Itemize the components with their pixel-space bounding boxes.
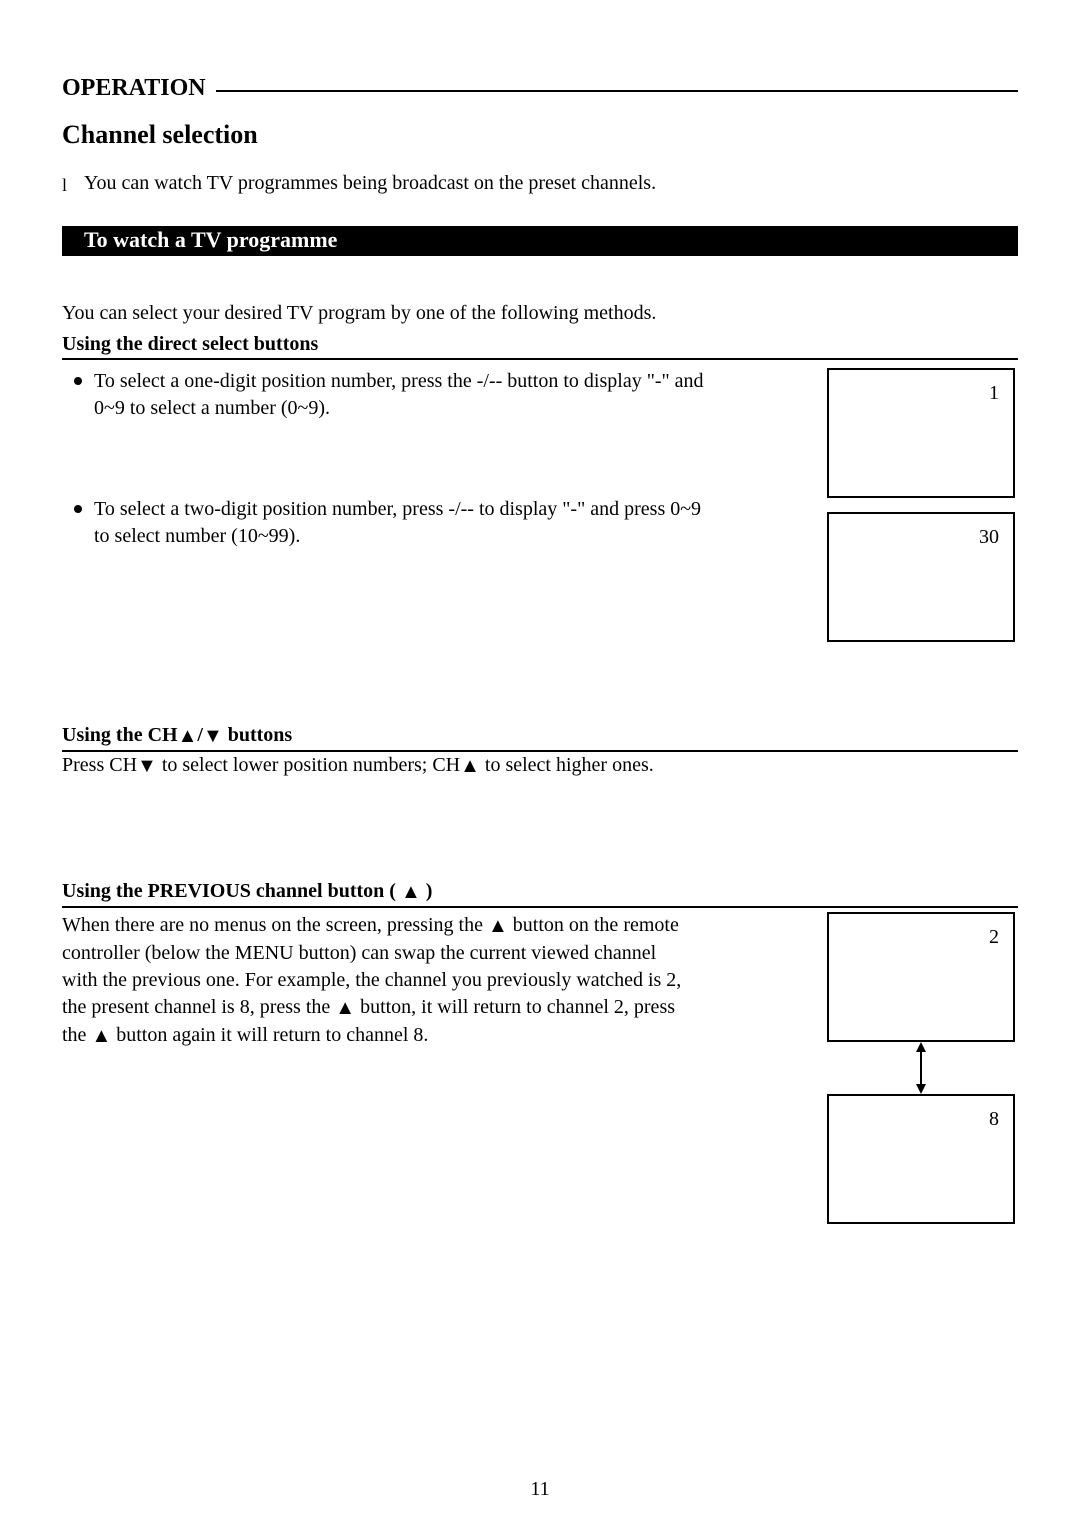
direct-bullet-2-text: To select a two-digit position number, p…: [94, 496, 714, 550]
intro-ordinal: l: [62, 172, 76, 198]
tv-screen-30: 30: [827, 512, 1015, 642]
bullet-icon: [74, 505, 82, 513]
tv-screen-1: 1: [827, 368, 1015, 498]
previous-text: When there are no menus on the screen, p…: [62, 912, 692, 1050]
direct-rule: [62, 358, 1018, 360]
ch-heading-post: buttons: [223, 724, 292, 746]
previous-heading-pre: Using the PREVIOUS channel button (: [62, 880, 401, 902]
section-header-label: OPERATION: [62, 75, 206, 102]
triangle-down-icon: ▼: [203, 725, 223, 748]
previous-screens-col: 2 8: [824, 912, 1018, 1224]
tv-screen-2: 2: [827, 912, 1015, 1042]
previous-block: Using the PREVIOUS channel button ( ▲ ) …: [62, 880, 1018, 1224]
tv-stack: 2 8: [827, 912, 1015, 1224]
triangle-up-icon: ▲: [488, 913, 508, 940]
triangle-up-icon: ▲: [401, 881, 421, 904]
tv-screen-1-num: 1: [989, 382, 999, 405]
tv-screen-30-num: 30: [979, 526, 999, 549]
triangle-up-icon: ▲: [460, 753, 480, 780]
page-number: 11: [0, 1478, 1080, 1501]
direct-bullet-2: To select a two-digit position number, p…: [62, 496, 800, 550]
direct-bullet-1: To select a one-digit position number, p…: [62, 368, 800, 422]
method-intro: You can select your desired TV program b…: [62, 300, 1018, 327]
direct-screens-col: 1 30: [824, 368, 1018, 642]
ch-text-pre: Press CH: [62, 754, 137, 776]
section-header: OPERATION: [62, 75, 1018, 102]
ch-text-post: to select higher ones.: [480, 754, 654, 776]
previous-rule: [62, 906, 1018, 908]
previous-seg1: When there are no menus on the screen, p…: [62, 914, 488, 936]
direct-text-col: To select a one-digit position number, p…: [62, 368, 800, 642]
page-title: Channel selection: [62, 120, 1018, 150]
ch-text-mid: to select lower position numbers; CH: [157, 754, 460, 776]
intro-text: You can watch TV programmes being broadc…: [84, 172, 656, 198]
ch-heading: Using the CH▲/▼ buttons: [62, 724, 1018, 748]
triangle-down-icon: ▼: [137, 753, 157, 780]
direct-heading: Using the direct select buttons: [62, 333, 1018, 356]
tv-screen-8-num: 8: [989, 1108, 999, 1131]
previous-text-col: When there are no menus on the screen, p…: [62, 912, 800, 1224]
intro-line: l You can watch TV programmes being broa…: [62, 172, 1018, 198]
direct-content: To select a one-digit position number, p…: [62, 368, 1018, 642]
ch-text: Press CH▼ to select lower position numbe…: [62, 752, 1018, 780]
ch-heading-pre: Using the CH: [62, 724, 178, 746]
previous-content: When there are no menus on the screen, p…: [62, 912, 1018, 1224]
tv-screen-8: 8: [827, 1094, 1015, 1224]
previous-seg4: button again it will return to channel 8…: [111, 1024, 428, 1046]
section-header-rule: [216, 90, 1018, 92]
triangle-up-icon: ▲: [91, 1023, 111, 1050]
double-arrow-icon: [914, 1042, 928, 1094]
previous-heading: Using the PREVIOUS channel button ( ▲ ): [62, 880, 1018, 904]
triangle-up-icon: ▲: [178, 725, 198, 748]
bullet-icon: [74, 377, 82, 385]
ch-buttons-block: Using the CH▲/▼ buttons Press CH▼ to sel…: [62, 724, 1018, 780]
previous-heading-post: ): [421, 880, 433, 902]
triangle-up-icon: ▲: [335, 995, 355, 1022]
direct-bullet-1-text: To select a one-digit position number, p…: [94, 368, 714, 422]
black-bar-heading: To watch a TV programme: [62, 226, 1018, 256]
tv-screen-2-num: 2: [989, 926, 999, 949]
